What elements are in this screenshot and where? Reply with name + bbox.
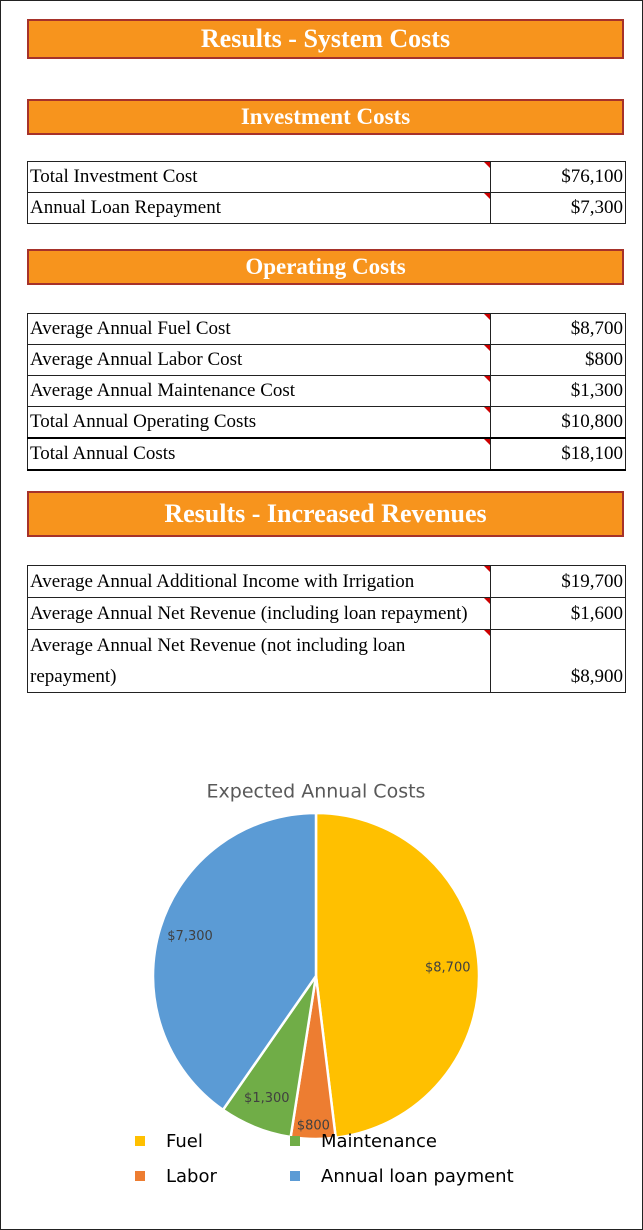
legend-swatch xyxy=(135,1171,145,1181)
table-row: Total Investment Cost $76,100 xyxy=(27,161,626,193)
row-value: $10,800 xyxy=(490,406,626,439)
pie-slice xyxy=(314,811,481,1140)
row-label: Average Annual Net Revenue (including lo… xyxy=(27,597,491,630)
row-value: $19,700 xyxy=(490,565,626,598)
section-header: Results - Increased Revenues xyxy=(27,491,624,537)
row-label: Average Annual Additional Income with Ir… xyxy=(27,565,491,598)
row-label: Total Investment Cost xyxy=(27,161,491,193)
table-row: Annual Loan Repayment $7,300 xyxy=(27,192,626,224)
data-label: $8,700 xyxy=(425,960,471,975)
revenue-table: Average Annual Additional Income with Ir… xyxy=(27,565,626,693)
legend-label: Maintenance xyxy=(321,1131,437,1152)
legend-label: Fuel xyxy=(166,1131,203,1152)
data-label: $7,300 xyxy=(167,929,213,944)
data-label: $1,300 xyxy=(244,1091,290,1106)
table-row: Average Annual Maintenance Cost $1,300 xyxy=(27,375,626,407)
row-label: Total Annual Costs xyxy=(27,437,491,471)
section-header: Results - System Costs xyxy=(27,19,624,59)
legend-swatch xyxy=(290,1171,300,1181)
legend-swatch xyxy=(290,1136,300,1146)
investment-table: Total Investment Cost $76,100 Annual Loan … xyxy=(27,161,626,224)
section-header: Operating Costs xyxy=(27,249,624,285)
row-value: $8,900 xyxy=(490,629,626,693)
row-value: $800 xyxy=(490,344,626,376)
legend-swatch xyxy=(135,1136,145,1146)
section-header: Investment Costs xyxy=(27,99,624,135)
row-label: Average Annual Maintenance Cost xyxy=(27,375,491,407)
operating-table: Average Annual Fuel Cost $8,700 Average An… xyxy=(27,313,626,471)
chart-title: Expected Annual Costs xyxy=(207,781,426,803)
table-row: Average Annual Labor Cost $800 xyxy=(27,344,626,376)
row-label: Annual Loan Repayment xyxy=(27,192,491,224)
legend-label: Annual loan payment xyxy=(321,1166,514,1187)
row-value: $1,600 xyxy=(490,597,626,630)
pie-slice xyxy=(151,811,318,1112)
row-label: Total Annual Operating Costs xyxy=(27,406,491,439)
data-label: $800 xyxy=(297,1118,330,1133)
table-row: Average Annual Net Revenue (not includin… xyxy=(27,629,626,693)
row-value: $8,700 xyxy=(490,313,626,345)
table-row: Total Annual Operating Costs $10,800 xyxy=(27,406,626,439)
row-value: $18,100 xyxy=(490,437,626,471)
row-value: $1,300 xyxy=(490,375,626,407)
table-row: Total Annual Costs $18,100 xyxy=(27,437,626,471)
row-label: Average Annual Net Revenue (not includin… xyxy=(27,629,491,693)
table-row: Average Annual Net Revenue (including lo… xyxy=(27,597,626,630)
row-value: $7,300 xyxy=(490,192,626,224)
table-row: Average Annual Additional Income with Ir… xyxy=(27,565,626,598)
legend-label: Labor xyxy=(166,1166,217,1187)
